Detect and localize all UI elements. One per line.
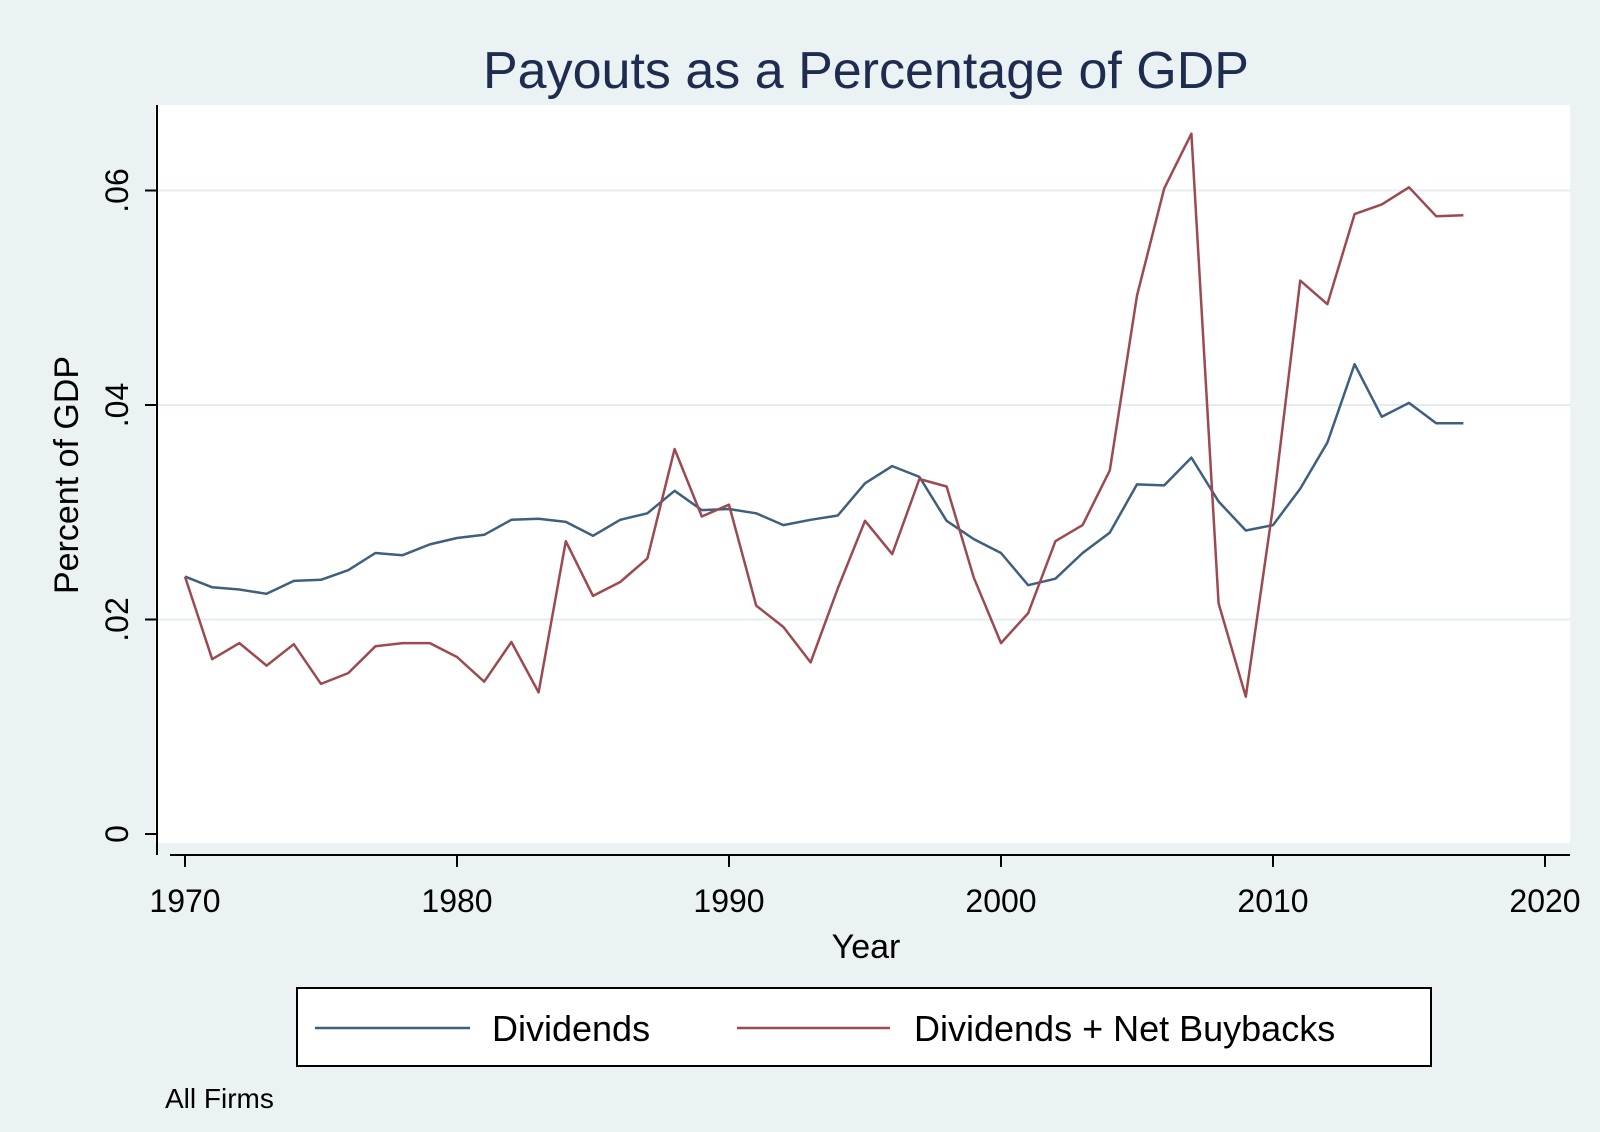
grid-lines [157, 189, 1570, 621]
y-axis-title: Percent of GDP [48, 356, 86, 594]
y-tick-label: .04 [99, 383, 135, 427]
y-tick-label: .02 [99, 597, 135, 641]
x-tick-label: 2010 [1237, 883, 1308, 919]
axis-ticks: 0 .02 .04 .06 1970 1980 1990 2000 2010 2020 [99, 168, 1581, 919]
plot-area [155, 105, 1570, 843]
series-line-dividends [184, 362, 1464, 596]
chart-note: All Firms [165, 1083, 274, 1114]
series-lines [183, 132, 1464, 698]
x-tick-label: 1980 [421, 883, 492, 919]
x-tick-label: 2020 [1509, 883, 1580, 919]
x-tick-label: 1990 [693, 883, 764, 919]
y-tick-label: .06 [99, 168, 135, 212]
y-tick-label: 0 [99, 825, 135, 843]
legend: Dividends Dividends + Net Buybacks [296, 987, 1432, 1067]
legend-label-dividends: Dividends [492, 1008, 650, 1049]
legend-label-dividends-net-buybacks: Dividends + Net Buybacks [914, 1008, 1335, 1049]
series-line-dividends-net-buybacks [183, 132, 1464, 698]
x-tick-label: 1970 [149, 883, 220, 919]
x-axis-title: Year [832, 928, 901, 966]
x-tick-label: 2000 [965, 883, 1036, 919]
chart-title: Payouts as a Percentage of GDP [483, 42, 1249, 100]
